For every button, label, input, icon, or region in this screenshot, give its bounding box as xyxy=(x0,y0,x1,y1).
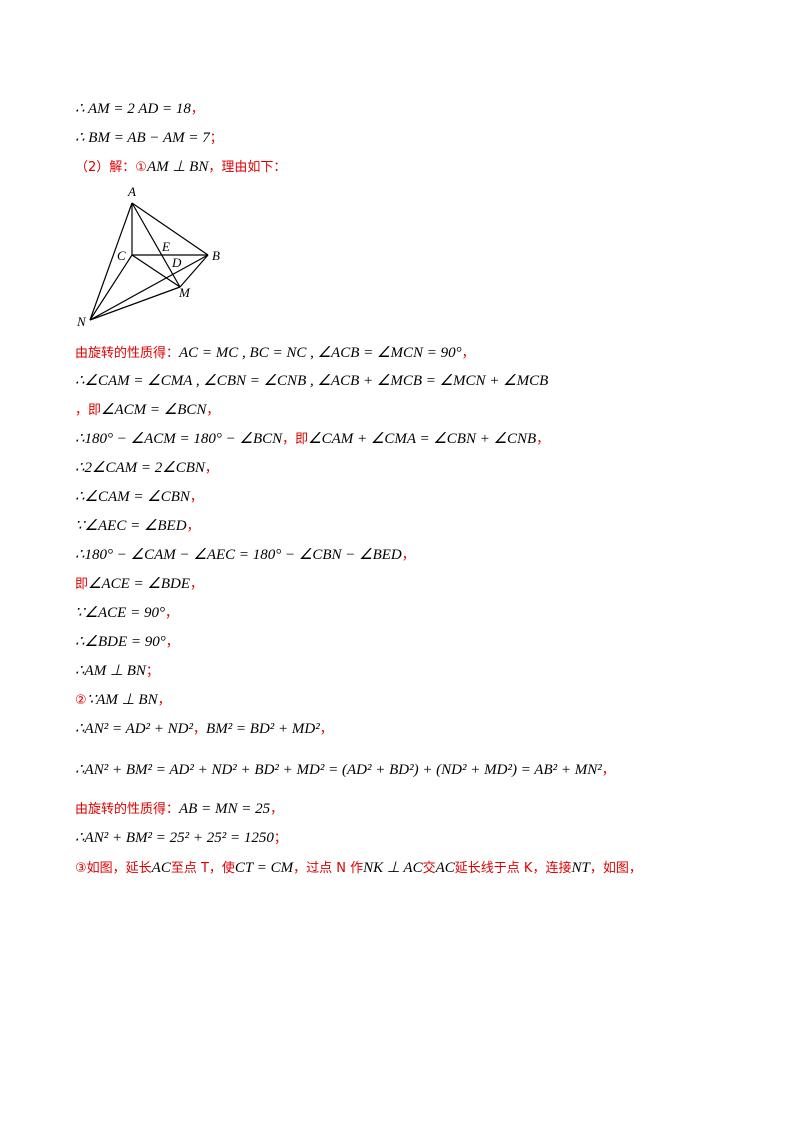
edge xyxy=(89,254,209,321)
note-text: ， xyxy=(319,722,333,737)
text-line: ∴AM ⊥ BN； xyxy=(75,660,159,680)
text-line: ，即∠ACM = ∠BCN， xyxy=(75,399,219,419)
point-label: C xyxy=(117,248,126,263)
text-line: 即∠ACE = ∠BDE， xyxy=(75,573,203,593)
note-text: ， xyxy=(190,577,204,592)
text-line: ∴180° − ∠ACM = 180° − ∠BCN，即∠CAM + ∠CMA … xyxy=(75,428,549,448)
point-label: A xyxy=(127,184,136,199)
text-line: ∴ BM = AB − AM = 7； xyxy=(75,127,223,147)
edge xyxy=(89,202,133,321)
math-text: ∴∠BDE = 90° xyxy=(75,634,166,650)
note-text: 延长线于点 K，连接 xyxy=(454,861,572,876)
math-text: BM² = BD² + MD² xyxy=(206,721,320,737)
note-text: ，理由如下： xyxy=(208,160,287,175)
math-text: ∴∠CAM = ∠CMA , ∠CBN = ∠CNB , ∠ACB + ∠MCB… xyxy=(75,373,549,389)
edge xyxy=(131,254,181,288)
math-text: AC xyxy=(435,860,455,876)
math-text: ∵∠ACE = 90° xyxy=(75,605,165,621)
math-text: ∠ACM = ∠BCN xyxy=(101,402,207,418)
math-text: ∴2∠CAM = 2∠CBN xyxy=(75,460,205,476)
point-label: E xyxy=(161,239,170,254)
text-line: ∴∠BDE = 90°， xyxy=(75,631,179,651)
note-text: ， xyxy=(164,606,178,621)
note-text: ， xyxy=(189,490,203,505)
text-line: ∴180° − ∠CAM − ∠AEC = 180° − ∠CBN − ∠BED… xyxy=(75,544,415,564)
text-line: ∴∠CAM = ∠CBN， xyxy=(75,486,203,506)
math-text: ∵∠AEC = ∠BED xyxy=(75,518,187,534)
math-text: NT xyxy=(571,860,590,876)
math-text: ∴ AM = 2 AD = 18 xyxy=(75,101,191,117)
note-text: ， xyxy=(193,722,207,737)
note-text: ， xyxy=(461,346,475,361)
note-text: ，如图， xyxy=(589,861,642,876)
point-label: M xyxy=(178,285,191,300)
edge xyxy=(89,286,181,321)
point-label: D xyxy=(171,255,182,270)
note-text: （2）解：① xyxy=(75,160,147,175)
edge xyxy=(131,202,181,288)
note-text: ， xyxy=(601,763,615,778)
math-text: CT = CM xyxy=(234,860,294,876)
text-line: ∴2∠CAM = 2∠CBN， xyxy=(75,457,218,477)
math-text: AM ⊥ BN xyxy=(146,159,209,175)
note-text: 由旋转的性质得： xyxy=(75,346,180,361)
text-line: 由旋转的性质得：AC = MC , BC = NC , ∠ACB = ∠MCN … xyxy=(75,342,475,362)
text-line: ∵∠AEC = ∠BED， xyxy=(75,515,200,535)
point-label: B xyxy=(212,248,220,263)
note-text: ， xyxy=(157,693,171,708)
math-text: AC xyxy=(151,860,171,876)
math-text: ∠ACE = ∠BDE xyxy=(88,576,191,592)
text-line: ∴AN² + BM² = AD² + ND² + BD² + MD² = (AD… xyxy=(75,759,615,779)
text-line: ②∵AM ⊥ BN， xyxy=(75,689,171,709)
note-text: ； xyxy=(209,131,223,146)
math-text: ∴180° − ∠ACM = 180° − ∠BCN xyxy=(75,431,283,447)
note-text: 至点 T，使 xyxy=(170,861,235,876)
note-text: ； xyxy=(273,831,287,846)
math-text: ∴AN² = AD² + ND² xyxy=(75,721,194,737)
edge xyxy=(131,202,209,256)
text-line: ∴AN² + BM² = 25² + 25² = 1250； xyxy=(75,827,287,847)
note-text: ， xyxy=(536,432,550,447)
point-label: N xyxy=(76,314,87,329)
math-text: ∴∠CAM = ∠CBN xyxy=(75,489,190,505)
note-text: ③如图，延长 xyxy=(75,861,152,876)
note-text: ， xyxy=(204,461,218,476)
text-line: （2）解：①AM ⊥ BN，理由如下： xyxy=(75,156,286,176)
note-text: ， xyxy=(165,635,179,650)
text-line: 由旋转的性质得：AB = MN = 25， xyxy=(75,798,283,818)
note-text: ，过点 N 作 xyxy=(293,861,364,876)
math-text: ∴ BM = AB − AM = 7 xyxy=(75,130,210,146)
text-line: ∴∠CAM = ∠CMA , ∠CBN = ∠CNB , ∠ACB + ∠MCB… xyxy=(75,371,548,390)
note-text: ， xyxy=(401,548,415,563)
math-text: ∴AM ⊥ BN xyxy=(75,663,146,679)
edge xyxy=(179,254,209,288)
note-text: ， xyxy=(270,802,284,817)
math-text: ∴180° − ∠CAM − ∠AEC = 180° − ∠CBN − ∠BED xyxy=(75,547,402,563)
math-text: AB = MN = 25 xyxy=(179,801,271,817)
note-text: ② xyxy=(75,693,87,708)
math-text: ∴AN² + BM² = 25² + 25² = 1250 xyxy=(75,830,274,846)
text-line: ∵∠ACE = 90°， xyxy=(75,602,178,622)
figure: A C E D B M N xyxy=(76,184,220,329)
note-text: 交 xyxy=(422,861,436,876)
math-text: ∴AN² + BM² = AD² + ND² + BD² + MD² = (AD… xyxy=(75,762,602,778)
math-text: ∠CAM + ∠CMA = ∠CBN + ∠CNB xyxy=(308,431,537,447)
note-text: ，即 xyxy=(282,432,309,447)
math-text: ∵AM ⊥ BN xyxy=(86,692,158,708)
note-text: ， xyxy=(190,102,204,117)
note-text: ， xyxy=(206,403,220,418)
note-text: ， xyxy=(186,519,200,534)
note-text: 由旋转的性质得： xyxy=(75,802,180,817)
math-text: NK ⊥ AC xyxy=(363,860,423,876)
note-text: 即 xyxy=(75,577,89,592)
text-line: ③如图，延长AC至点 T，使CT = CM，过点 N 作NK ⊥ AC交AC延长… xyxy=(75,857,642,877)
note-text: ； xyxy=(145,664,159,679)
text-line: ∴AN² = AD² + ND²，BM² = BD² + MD²， xyxy=(75,718,333,738)
note-text: ，即 xyxy=(75,403,102,418)
edge xyxy=(89,254,133,321)
text-line: ∴ AM = 2 AD = 18， xyxy=(75,98,204,118)
math-text: AC = MC , BC = NC , ∠ACB = ∠MCN = 90° xyxy=(179,345,462,361)
